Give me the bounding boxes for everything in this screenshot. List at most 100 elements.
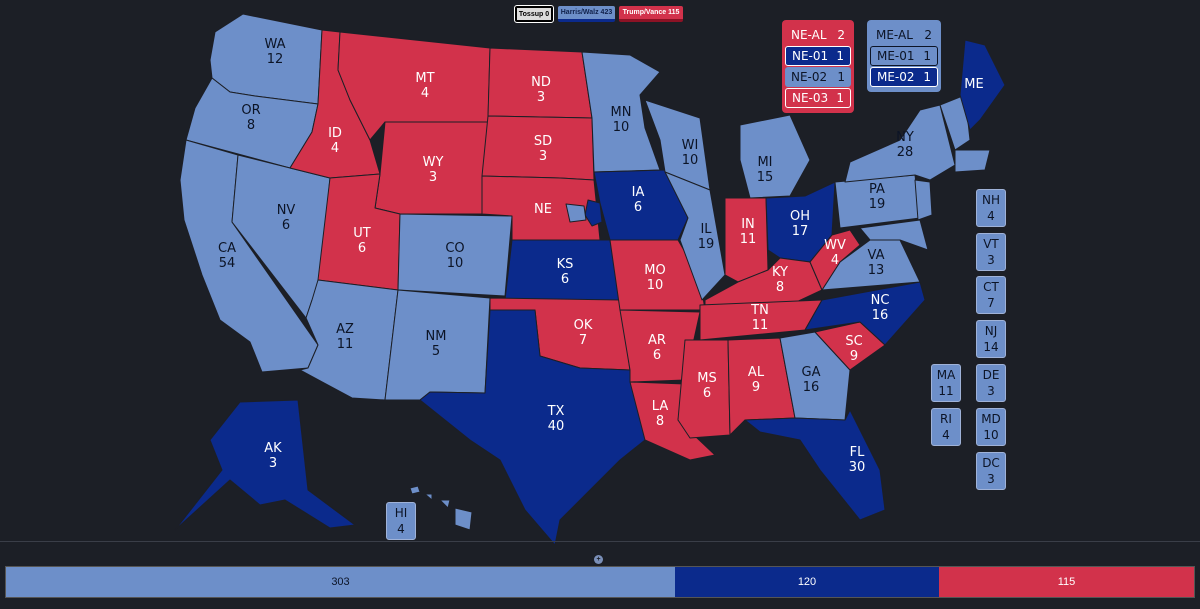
state-AR[interactable] <box>619 309 701 383</box>
state-box-MD[interactable]: MD 10 <box>976 408 1006 446</box>
state-ev-OK: 7 <box>579 333 587 348</box>
state-label-ND: ND <box>531 75 551 90</box>
state-MA-CT-RI[interactable] <box>954 149 991 173</box>
state-box-NJ[interactable]: NJ 14 <box>976 320 1006 358</box>
state-ev-ID: 4 <box>331 141 339 156</box>
maine-districts-panel: ME-AL 2 ME-01 1 ME-02 1 <box>867 20 941 92</box>
bar-safe-dem: 120 <box>675 567 939 597</box>
state-ev-CT: 7 <box>987 296 995 310</box>
state-ev-RI: 4 <box>942 428 950 442</box>
divider <box>0 541 1200 542</box>
state-ev-HI: 4 <box>397 522 405 536</box>
state-box-MA[interactable]: MA 11 <box>931 364 961 402</box>
state-label-DC: DC <box>982 456 1000 470</box>
state-label-MO: MO <box>644 263 665 278</box>
state-NJ[interactable] <box>914 179 933 221</box>
state-label-PA: PA <box>869 182 885 197</box>
state-ev-TN: 11 <box>752 318 769 333</box>
state-ev-KS: 6 <box>561 272 569 287</box>
me-02-ev: 1 <box>923 70 931 84</box>
state-label-SC: SC <box>845 334 862 349</box>
me-al-row[interactable]: ME-AL 2 <box>870 25 938 45</box>
info-icon[interactable]: + <box>594 555 603 564</box>
state-NC[interactable] <box>804 281 926 346</box>
state-box-VT[interactable]: VT 3 <box>976 233 1006 271</box>
me-al-ev: 2 <box>924 28 932 42</box>
state-ev-PA: 19 <box>869 197 886 212</box>
tossup-button[interactable]: Tossup 0 <box>514 5 554 23</box>
state-label-AL: AL <box>748 365 765 380</box>
state-label-WY: WY <box>423 155 444 170</box>
state-label-CT: CT <box>983 280 999 294</box>
state-ev-MS: 6 <box>703 386 711 401</box>
state-label-IN: IN <box>741 217 755 232</box>
state-AK[interactable] <box>174 399 356 531</box>
trump-vance-button[interactable]: Trump/Vance 115 <box>619 6 683 22</box>
state-MI[interactable] <box>739 114 811 199</box>
bar-rep: 115 <box>939 567 1194 597</box>
state-label-GA: GA <box>802 365 821 380</box>
state-ev-WY: 3 <box>429 170 437 185</box>
state-label-RI: RI <box>940 412 952 426</box>
state-label-MN: MN <box>611 105 632 120</box>
state-label-UT: UT <box>353 226 371 241</box>
me-02-row[interactable]: ME-02 1 <box>870 67 938 87</box>
ne-02-row[interactable]: NE-02 1 <box>785 67 851 87</box>
state-ev-NY: 28 <box>897 145 914 160</box>
state-label-IL: IL <box>700 222 712 237</box>
state-ev-DE: 3 <box>987 384 995 398</box>
me-01-row[interactable]: ME-01 1 <box>870 46 938 66</box>
state-box-CT[interactable]: CT 7 <box>976 276 1006 314</box>
state-label-NJ: NJ <box>984 324 998 338</box>
state-label-KY: KY <box>772 265 788 280</box>
state-TX[interactable] <box>419 309 646 545</box>
state-ev-KY: 8 <box>776 280 784 295</box>
state-MD-DE[interactable] <box>859 219 929 251</box>
nebraska-district-1[interactable] <box>565 203 587 223</box>
state-box-DC[interactable]: DC 3 <box>976 452 1006 490</box>
state-ev-MD: 10 <box>983 428 999 442</box>
nebraska-districts-panel: NE-AL 2 NE-01 1 NE-02 1 NE-03 1 <box>782 20 854 113</box>
harris-walz-button[interactable]: Harris/Walz 423 <box>558 6 615 22</box>
state-label-NC: NC <box>871 293 890 308</box>
state-label-MS: MS <box>697 371 716 386</box>
state-label-MI: MI <box>757 155 772 170</box>
ne-al-row[interactable]: NE-AL 2 <box>785 25 851 45</box>
state-WV[interactable] <box>809 229 861 291</box>
state-ev-NV: 6 <box>282 218 290 233</box>
state-ev-MO: 10 <box>647 278 664 293</box>
state-IL[interactable] <box>664 171 726 301</box>
state-MN[interactable] <box>581 51 661 173</box>
state-GA[interactable] <box>779 331 851 421</box>
state-label-NE: NE <box>534 202 552 217</box>
state-ev-DC: 3 <box>987 472 995 486</box>
state-ev-NH: 4 <box>987 209 995 223</box>
state-label-NY: NY <box>896 130 914 145</box>
state-VT-NH[interactable] <box>939 94 971 151</box>
state-ev-SD: 3 <box>539 149 547 164</box>
state-ev-OR: 8 <box>247 118 255 133</box>
state-label-CA: CA <box>218 241 236 256</box>
nebraska-district-2[interactable] <box>584 199 603 227</box>
state-label-WI: WI <box>682 138 699 153</box>
state-box-DE[interactable]: DE 3 <box>976 364 1006 402</box>
state-ME[interactable] <box>959 39 1006 131</box>
state-label-MA: MA <box>936 368 956 382</box>
state-label-CO: CO <box>445 241 464 256</box>
state-FL[interactable] <box>744 409 886 521</box>
state-ev-SC: 9 <box>850 349 858 364</box>
ne-01-row[interactable]: NE-01 1 <box>785 46 851 66</box>
state-ev-AK: 3 <box>269 456 277 471</box>
state-ev-MI: 15 <box>757 170 774 185</box>
state-MS[interactable] <box>677 339 731 439</box>
state-label-AZ: AZ <box>336 322 354 337</box>
state-box-NH[interactable]: NH 4 <box>976 189 1006 227</box>
ne-al-ev: 2 <box>837 28 845 42</box>
state-HI[interactable] <box>409 485 473 531</box>
state-label-AR: AR <box>648 333 666 348</box>
state-box-HI[interactable]: HI 4 <box>386 502 416 540</box>
ne-01-label: NE-01 <box>792 49 829 63</box>
state-ev-UT: 6 <box>358 241 366 256</box>
ne-03-row[interactable]: NE-03 1 <box>785 88 851 108</box>
state-box-RI[interactable]: RI 4 <box>931 408 961 446</box>
